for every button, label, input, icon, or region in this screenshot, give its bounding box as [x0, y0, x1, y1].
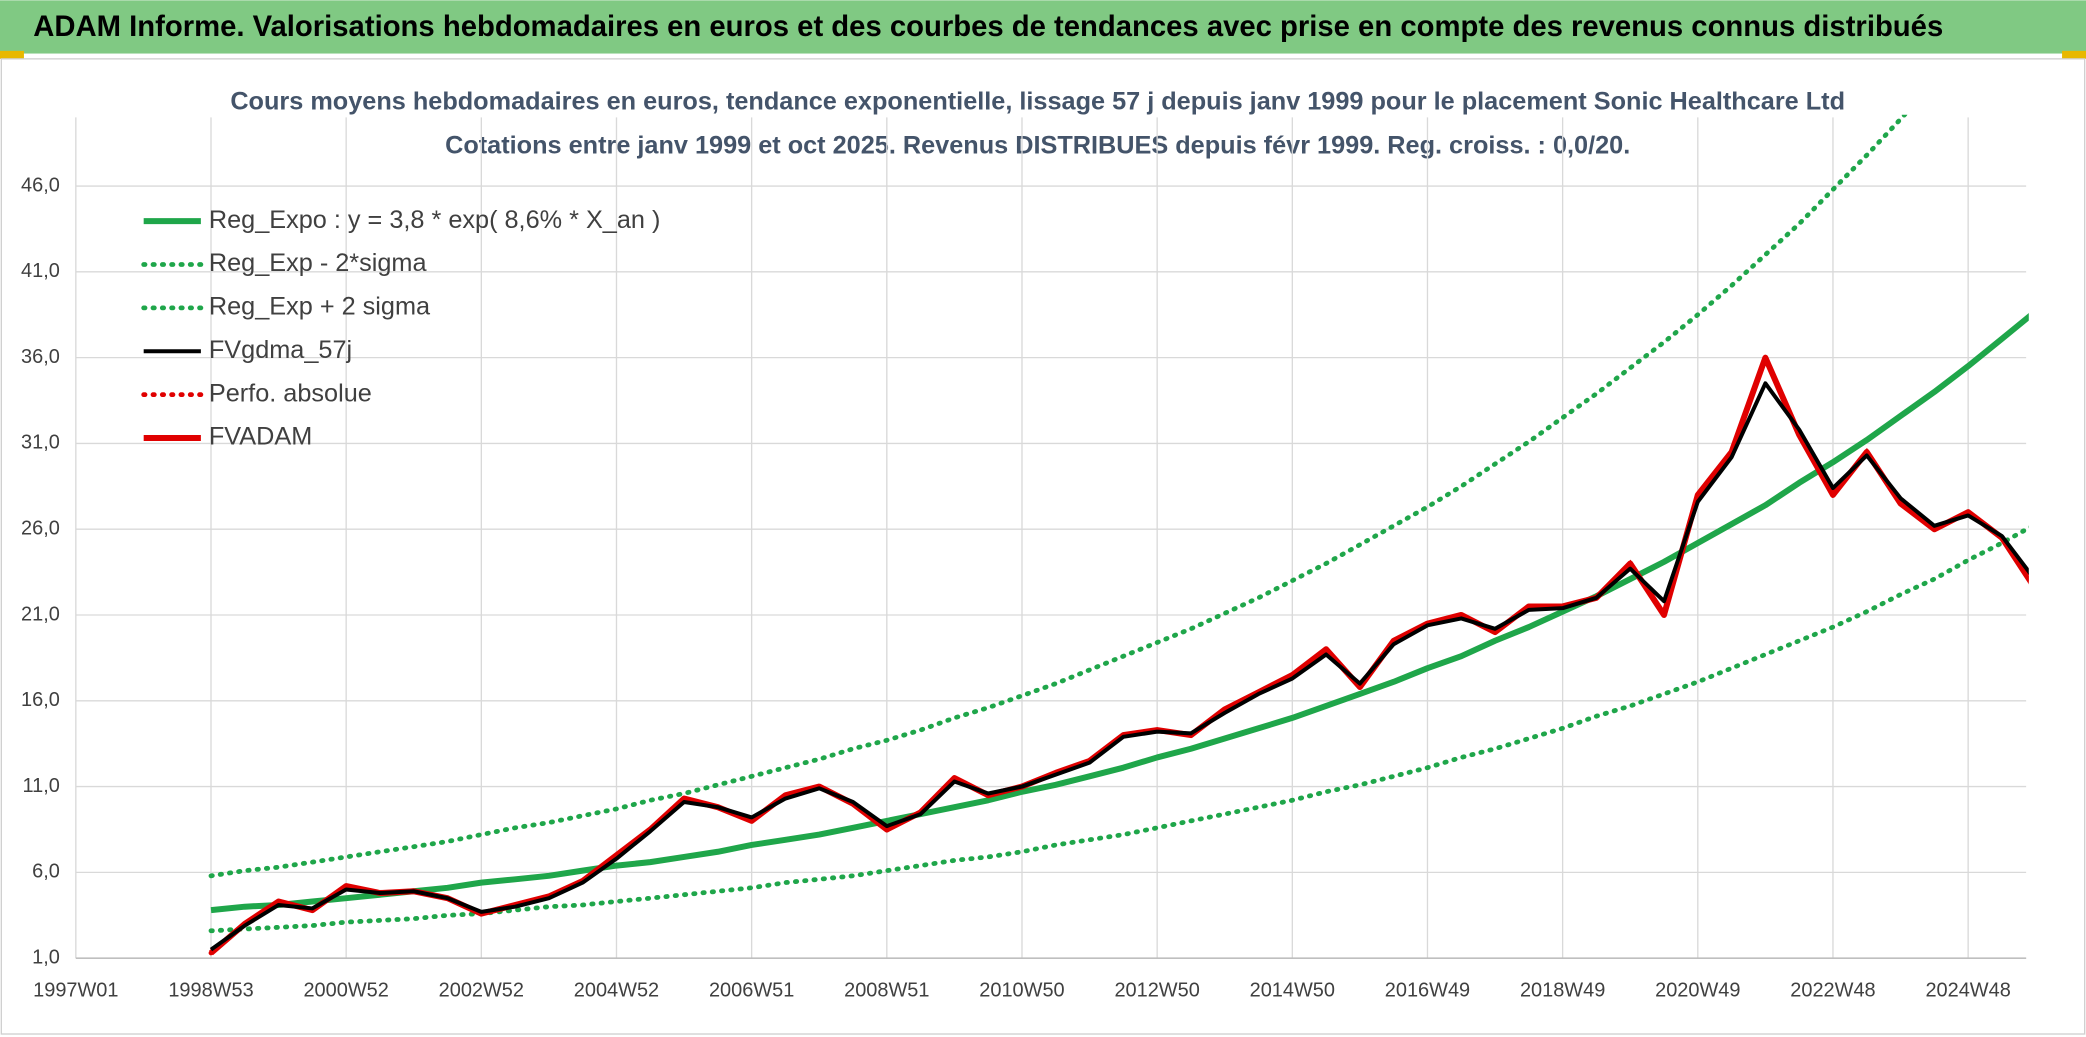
page-title: ADAM Informe. Valorisations hebdomadaire… [33, 11, 1943, 43]
corner-mark [0, 50, 24, 59]
x-tick-label: 2012W50 [1114, 980, 1199, 1002]
series-line [208, 114, 1908, 879]
x-tick-label: 2022W48 [1790, 980, 1875, 1002]
chart-frame [0, 58, 2086, 1035]
y-tick-label: 16,0 [21, 689, 60, 711]
x-tick-label: 2002W52 [439, 980, 524, 1002]
legend-label: Reg_Expo : y = 3,8 * exp( 8,6% * X_an ) [209, 206, 661, 234]
y-tick-label: 6,0 [32, 861, 60, 883]
legend-label: Reg_Exp + 2 sigma [209, 293, 431, 321]
x-tick-label: 1998W53 [168, 980, 253, 1002]
legend-label: FVgdma_57j [209, 336, 352, 364]
y-tick-label: 46,0 [21, 174, 60, 196]
series-line [210, 313, 2029, 914]
x-tick-label: 2000W52 [303, 980, 388, 1002]
y-tick-label: 1,0 [32, 946, 60, 968]
y-tick-label: 26,0 [21, 517, 60, 539]
chart-subtitle: Cotations entre janv 1999 et oct 2025. R… [445, 131, 1630, 159]
y-tick-label: 36,0 [21, 346, 60, 368]
banner [0, 0, 2086, 54]
y-tick-label: 31,0 [21, 432, 60, 454]
x-tick-label: 2018W49 [1520, 980, 1605, 1002]
x-tick-label: 2006W51 [709, 980, 794, 1002]
y-tick-label: 21,0 [21, 603, 60, 625]
grid [75, 117, 2027, 959]
y-tick-label: 41,0 [21, 260, 60, 282]
plot-area [208, 114, 2029, 956]
x-tick-label: 1997W01 [33, 980, 118, 1002]
x-tick-label: 2014W50 [1250, 980, 1335, 1002]
legend-label: Perfo. absolue [209, 379, 372, 407]
x-tick-label: 2008W51 [844, 980, 929, 1002]
series-line [209, 381, 2029, 952]
x-tick-label: 2020W49 [1655, 980, 1740, 1002]
x-tick-label: 2016W49 [1385, 980, 1470, 1002]
legend-label: FVADAM [209, 423, 312, 451]
corner-mark [2062, 50, 2086, 59]
legend: Reg_Expo : y = 3,8 * exp( 8,6% * X_an ) R… [141, 206, 661, 451]
y-tick-label: 11,0 [23, 775, 60, 797]
axes: 1,0 6,0 11,0 16,0 21,0 26,0 31,0 36,0 41,0 46,0 19… [21, 174, 2011, 1001]
legend-label: Reg_Exp - 2*sigma [209, 249, 428, 277]
x-tick-label: 2024W48 [1925, 980, 2010, 1002]
x-tick-label: 2010W50 [979, 980, 1064, 1002]
x-tick-label: 2004W52 [574, 980, 659, 1002]
chart-title: Cours moyens hebdomadaires en euros, ten… [230, 87, 1845, 115]
